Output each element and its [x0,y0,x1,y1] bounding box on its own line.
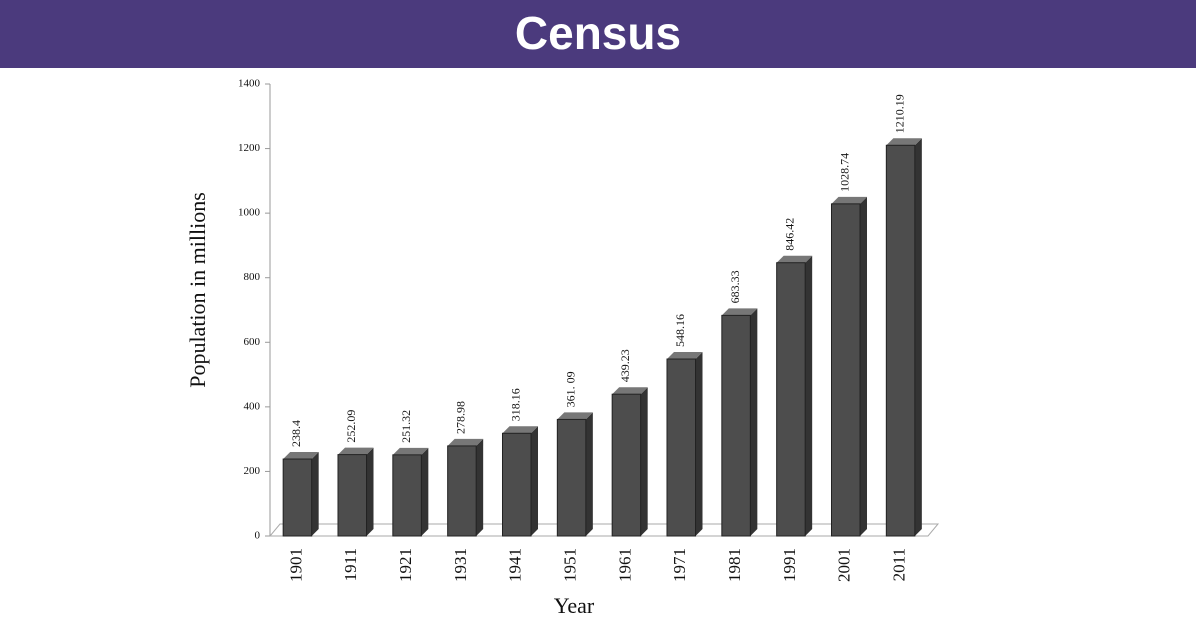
value-label: 548.16 [673,314,687,347]
title-banner: Census [0,0,1196,68]
y-axis-label: Population in millions [185,192,210,388]
value-label: 278.98 [454,401,468,434]
bar [830,203,861,537]
bar-top [666,352,703,360]
x-tick-label: 1971 [670,548,689,582]
x-tick-label: 1991 [780,548,799,582]
value-label: 238.4 [289,420,303,447]
y-tick-label: 600 [244,336,261,348]
x-tick-label: 1981 [725,548,744,582]
bar-side [914,138,922,537]
value-label: 1028.74 [838,153,852,192]
value-label: 251.32 [399,410,413,443]
x-tick-label: 1921 [396,548,415,582]
bar-side [531,426,539,536]
x-tick-label: 1901 [286,548,305,582]
bar-top [337,447,374,455]
bar [447,445,477,537]
x-tick-label: 1931 [451,548,470,582]
bar-top [612,387,648,395]
bar-top [886,138,922,146]
bar [611,393,642,537]
bar-side [695,352,703,536]
bar-side [805,255,813,536]
value-label: 252.09 [344,410,358,443]
bar-side [366,447,374,536]
bar-top [392,447,429,455]
bar [337,454,368,537]
bar-top [447,438,484,446]
x-tick-label: 1911 [341,548,360,581]
x-tick-label: 2011 [889,548,908,581]
bar-side [311,452,319,536]
x-tick-label: 1941 [506,548,525,582]
value-label: 683.33 [728,270,742,303]
bar-top [831,196,868,204]
bar [721,314,751,537]
bar-side [860,196,868,536]
y-tick-label: 1200 [238,142,261,154]
x-tick-label: 2001 [835,548,854,582]
y-tick-label: 800 [244,271,261,283]
bar-top [502,426,539,434]
value-label: 318.16 [509,388,523,421]
value-label: 846.42 [783,218,797,251]
bar [392,454,422,537]
bar-top [557,412,593,420]
bar [776,262,806,537]
bar-side [640,387,648,536]
floor [268,523,940,537]
value-label: 1210.19 [892,94,906,133]
y-tick-label: 400 [244,400,261,412]
bar [501,432,532,537]
bar [282,458,313,537]
value-label: 439.23 [618,349,632,382]
chart-title: Census [514,7,682,59]
x-axis-label: Year [554,593,595,618]
y-tick-label: 0 [255,530,261,542]
y-tick-label: 1000 [238,207,261,219]
bar [556,418,587,537]
bar-side [476,438,484,536]
y-tick-label: 1400 [238,78,261,90]
bar [666,358,697,537]
bar-top [776,255,813,263]
value-label: 361. 09 [563,371,577,407]
bar-top [283,452,319,460]
x-tick-label: 1951 [560,548,579,582]
bar [885,144,916,537]
bar-side [585,412,593,536]
bar-top [721,308,758,316]
bar-side [421,447,429,536]
y-tick-label: 200 [244,465,261,477]
x-tick-label: 1961 [615,548,634,582]
bar-side [750,308,758,536]
